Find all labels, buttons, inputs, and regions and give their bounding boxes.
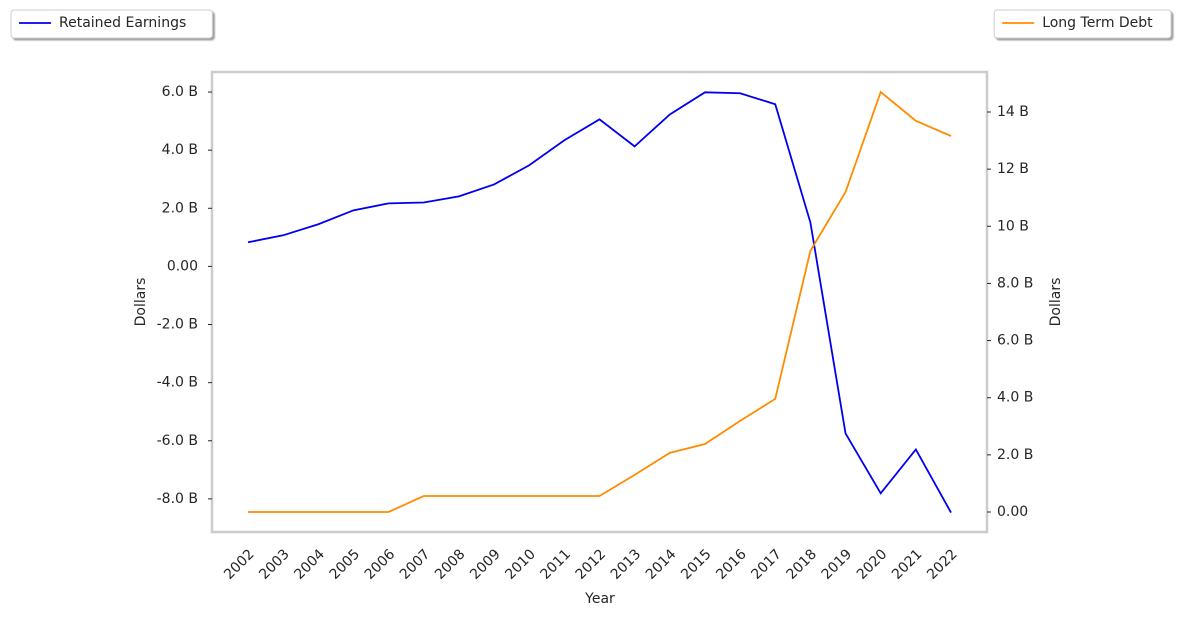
y-axis-label: Dollars xyxy=(133,278,149,327)
y2-tick-label: 2.0 B xyxy=(997,447,1033,463)
x-tick-label: 2009 xyxy=(467,546,504,583)
legend-box xyxy=(993,9,1172,39)
x-tick-label: 2017 xyxy=(748,546,785,583)
x-tick-label: 2015 xyxy=(678,546,715,583)
x-tick-label: 2012 xyxy=(573,546,610,583)
line-series xyxy=(248,90,952,513)
legend-label: Retained Earnings xyxy=(59,15,186,31)
x-tick-label: 2004 xyxy=(291,546,328,583)
y2-tick-label: 12 B xyxy=(997,161,1029,177)
x-tick-label: 2008 xyxy=(432,546,469,583)
y-tick-label: 4.0 B xyxy=(162,142,198,158)
y-tick-label: -6.0 B xyxy=(157,433,198,449)
legend: Retained Earnings xyxy=(10,9,213,39)
y2-tick-label: 14 B xyxy=(997,104,1029,120)
x-tick-label: 2011 xyxy=(537,546,574,583)
legend-label: Long Term Debt xyxy=(1042,15,1153,31)
x-tick-label: 2022 xyxy=(924,546,961,583)
x-tick-label: 2016 xyxy=(713,546,750,583)
line-series xyxy=(247,91,952,513)
y2-tick-label: 10 B xyxy=(997,218,1029,234)
y-tick-label: 6.0 B xyxy=(162,84,198,100)
y2-axis-label: Dollars xyxy=(1048,278,1064,327)
x-tick-label: 2018 xyxy=(784,546,821,583)
y-tick-label: 0.00 xyxy=(167,258,198,274)
x-tick-label: 2002 xyxy=(221,546,258,583)
legend-box xyxy=(10,9,213,39)
y2-tick-label: 6.0 B xyxy=(997,333,1033,349)
y-tick-label: -4.0 B xyxy=(157,375,198,391)
x-tick-label: 2013 xyxy=(608,546,645,583)
x-axis-label: Year xyxy=(584,591,615,607)
x-tick-label: 2006 xyxy=(362,546,399,583)
x-tick-label: 2020 xyxy=(854,546,891,583)
x-tick-label: 2010 xyxy=(502,546,539,583)
x-tick-label: 2014 xyxy=(643,546,680,583)
plot-frame xyxy=(210,70,989,534)
y2-tick-label: 4.0 B xyxy=(997,390,1033,406)
y-tick-label: -8.0 B xyxy=(157,491,198,507)
x-tick-label: 2021 xyxy=(889,546,926,583)
x-tick-label: 2007 xyxy=(397,546,434,583)
x-tick-label: 2005 xyxy=(327,546,364,583)
y2-tick-label: 8.0 B xyxy=(997,275,1033,291)
y-tick-label: -2.0 B xyxy=(157,317,198,333)
legend: Long Term Debt xyxy=(993,9,1172,39)
y-tick-label: 2.0 B xyxy=(162,200,198,216)
x-tick-label: 2003 xyxy=(256,546,293,583)
x-tick-label: 2019 xyxy=(819,546,856,583)
y2-tick-label: 0.00 xyxy=(997,504,1028,520)
